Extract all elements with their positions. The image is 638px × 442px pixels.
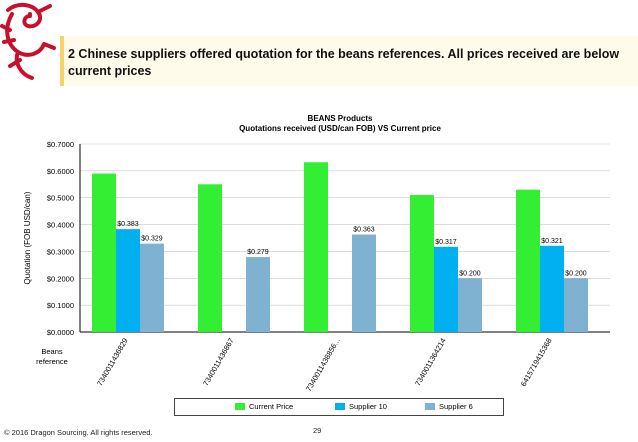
bar: [246, 257, 270, 332]
x-tick-label: 7340011438856...: [304, 337, 342, 393]
bar: [92, 173, 116, 332]
x-tick-label: 7340011364214: [413, 337, 448, 388]
bar: [116, 229, 140, 332]
legend-label-current-price: Current Price: [249, 402, 294, 411]
bar: [352, 234, 376, 332]
y-axis-label: Quotation (FOB USD/can): [23, 191, 32, 284]
y-tick-label: $0.6000: [47, 167, 74, 176]
data-label: $0.279: [247, 249, 269, 256]
y-tick-label: $0.7000: [47, 140, 74, 149]
bar: [564, 278, 588, 332]
legend-item-supplier-6: Supplier 6: [425, 402, 473, 411]
y-tick-label: $0.0000: [47, 328, 74, 337]
data-label: $0.329: [141, 236, 163, 243]
copyright-footer: © 2016 Dragon Sourcing. All rights reser…: [4, 428, 153, 437]
y-tick-label: $0.5000: [47, 194, 74, 203]
data-label: $0.321: [541, 238, 563, 245]
legend-swatch-current-price: [235, 403, 245, 410]
legend-swatch-supplier-6: [425, 403, 435, 410]
chart-area: BEANS Products Quotations received (USD/…: [0, 108, 638, 408]
legend-item-supplier-10: Supplier 10: [335, 402, 387, 411]
y-tick-label: $0.3000: [47, 247, 74, 256]
data-label: $0.200: [459, 270, 481, 277]
x-tick-label: 7340011436867: [201, 337, 236, 388]
y-tick-label: $0.1000: [47, 301, 74, 310]
x-axis-label: Beans: [41, 347, 63, 356]
data-label: $0.317: [435, 239, 457, 246]
beans-bar-chart: $0.0000 $0.1000 $0.2000 $0.3000 $0.4000 $0.50…: [23, 140, 610, 393]
bar: [434, 246, 458, 332]
bar: [540, 245, 564, 332]
legend-label-supplier-6: Supplier 6: [439, 402, 473, 411]
bar: [304, 162, 328, 332]
header-bar: [60, 36, 638, 86]
page-headline: 2 Chinese suppliers offered quotation fo…: [68, 47, 620, 78]
bar: [516, 189, 540, 332]
x-axis-label: reference: [36, 357, 68, 366]
x-tick-label: 6415719415368: [519, 337, 554, 388]
chart-subtitle: Quotations received (USD/can FOB) VS Cur…: [239, 124, 441, 133]
data-label: $0.383: [117, 221, 139, 228]
data-label: $0.200: [565, 270, 587, 277]
y-tick-label: $0.2000: [47, 274, 74, 283]
legend-swatch-supplier-10: [335, 403, 345, 410]
bar: [198, 184, 222, 332]
bar: [458, 278, 482, 332]
bar: [410, 195, 434, 332]
legend-item-current-price: Current Price: [235, 402, 293, 411]
chart-legend: Current Price Supplier 10 Supplier 6: [174, 398, 504, 416]
dragon-logo-icon: [0, 3, 56, 80]
y-tick-label: $0.4000: [47, 221, 74, 230]
x-tick-label: 7340011436829: [95, 337, 130, 388]
page-number: 29: [313, 426, 322, 435]
data-label: $0.363: [353, 227, 375, 234]
chart-title: BEANS Products: [307, 114, 373, 123]
bar: [140, 243, 164, 332]
legend-label-supplier-10: Supplier 10: [349, 402, 387, 411]
